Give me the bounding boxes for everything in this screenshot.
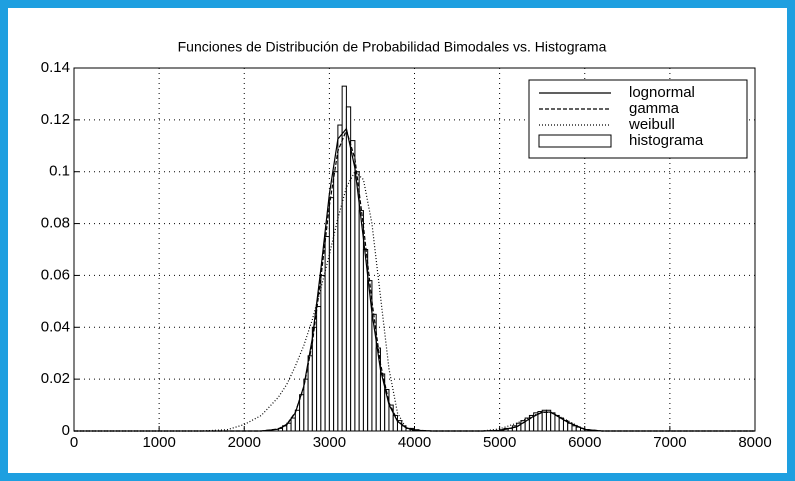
- plot-frame: [73, 67, 756, 432]
- y-tick-label: 0.12: [41, 111, 70, 128]
- y-tick-label: 0.08: [41, 215, 70, 232]
- chart-title: Funciones de Distribución de Probabilida…: [178, 39, 607, 55]
- histogram-bar: [299, 394, 305, 432]
- histogram-bar: [294, 409, 301, 432]
- histogram-bar: [320, 274, 326, 432]
- x-tick-label: 6000: [568, 434, 601, 451]
- histogram-bar: [316, 306, 322, 432]
- x-tick-label: 5000: [483, 434, 516, 451]
- histogram-bar: [345, 106, 352, 432]
- histogram-bar: [350, 140, 356, 432]
- legend-label: lognormal: [629, 84, 695, 101]
- histogram-bar: [303, 378, 309, 432]
- histogram-bar: [290, 417, 296, 432]
- histogram-bar: [354, 171, 360, 432]
- legend-label: histograma: [629, 132, 704, 149]
- x-tick-label: 1000: [142, 434, 175, 451]
- histogram-bar: [358, 210, 364, 432]
- y-tick-label: 0.06: [41, 266, 70, 283]
- histogram-bar: [311, 326, 318, 432]
- histogram-bar: [554, 414, 560, 432]
- x-tick-label: 3000: [313, 434, 346, 451]
- y-tick-label: 0.04: [41, 318, 70, 335]
- legend-label: gamma: [629, 100, 680, 117]
- histogram-bar: [375, 347, 381, 432]
- histogram-bar: [337, 124, 343, 432]
- y-tick-label: 0.1: [49, 163, 70, 180]
- histogram-bar: [567, 422, 573, 432]
- y-tick-label: 0: [62, 422, 70, 439]
- y-tick-label: 0.14: [41, 59, 70, 76]
- histogram-bar: [550, 412, 556, 432]
- series-line: [74, 128, 755, 432]
- x-tick-label: 0: [70, 434, 78, 451]
- histogram-bar: [324, 236, 330, 432]
- y-tick-label: 0.02: [41, 370, 70, 387]
- histogram-bar: [571, 425, 577, 432]
- histogram-bar: [341, 85, 347, 432]
- x-tick-label: 7000: [653, 434, 686, 451]
- histogram-bar: [541, 409, 547, 432]
- histogram-bar: [333, 171, 339, 432]
- x-tick-label: 4000: [398, 434, 431, 451]
- histogram-bar: [558, 417, 564, 432]
- legend-swatch: [538, 134, 612, 148]
- histogram-bar: [545, 409, 552, 432]
- histogram-bar: [328, 197, 335, 432]
- histogram-bar: [307, 355, 313, 432]
- histogram-bar: [362, 249, 369, 432]
- legend-label: weibull: [628, 116, 675, 133]
- x-tick-label: 2000: [228, 434, 261, 451]
- x-tick-label: 8000: [738, 434, 771, 451]
